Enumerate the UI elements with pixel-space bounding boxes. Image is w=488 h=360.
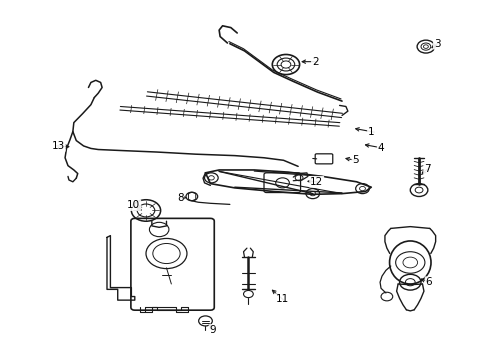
Text: 10: 10 — [127, 200, 140, 210]
Text: 13: 13 — [52, 141, 65, 151]
Text: 8: 8 — [177, 193, 183, 203]
Text: 3: 3 — [433, 39, 440, 49]
Text: 9: 9 — [209, 325, 216, 335]
Text: 5: 5 — [352, 155, 358, 165]
Text: 2: 2 — [311, 57, 318, 67]
Text: 1: 1 — [367, 127, 374, 136]
Text: 4: 4 — [377, 143, 384, 153]
Text: 11: 11 — [275, 294, 288, 304]
Text: 7: 7 — [423, 164, 430, 174]
Text: 12: 12 — [309, 177, 323, 187]
Text: 6: 6 — [425, 277, 431, 287]
